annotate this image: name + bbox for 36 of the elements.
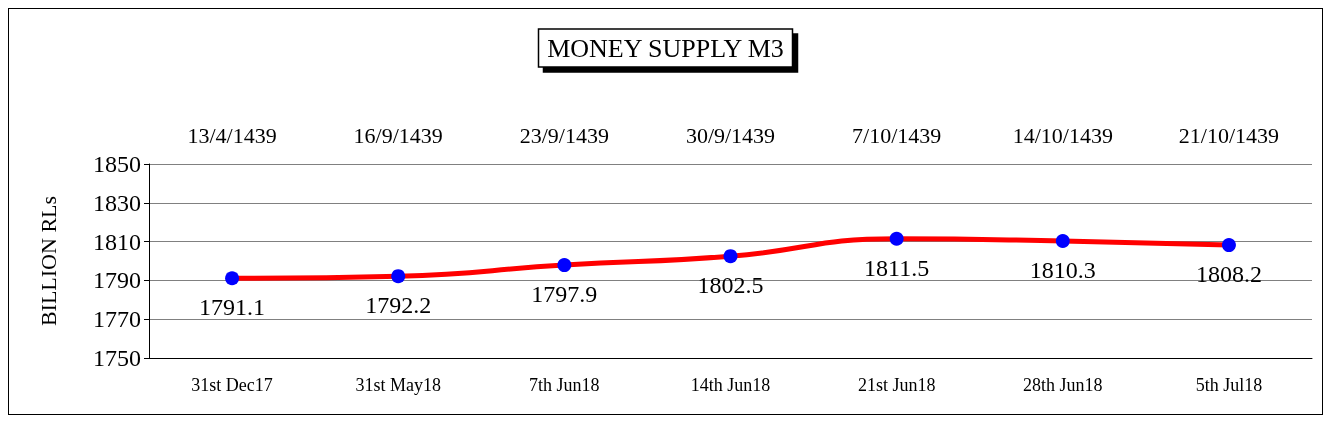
text: 23/9/1439 (519, 122, 609, 148)
text: 30/9/1439 (685, 122, 776, 148)
y-tick-label: 1810 (93, 228, 141, 255)
y-tick-label: 1790 (93, 267, 141, 294)
data-label: 1797.9 (531, 281, 598, 308)
y-tick-label: 1770 (93, 306, 141, 333)
text: 14/10/1439 (1012, 122, 1113, 148)
y-axis-title: BILLION RLs (35, 195, 61, 327)
data-label: 1811.5 (864, 254, 930, 281)
x-tick-label: 31st May18 (355, 375, 441, 395)
x-tick-label: 28th Jun18 (1023, 375, 1103, 395)
point (391, 269, 406, 284)
x-tick-label: 21st Jun18 (857, 375, 936, 395)
x-tick-label: 7th Jun18 (529, 375, 600, 395)
point (723, 249, 738, 264)
data-label: 1802.5 (697, 272, 764, 299)
text: 7/10/1439 (852, 122, 942, 148)
x-tick-label: 5th Jul18 (1195, 375, 1263, 395)
data-label: 1792.2 (365, 292, 432, 319)
data-label: 1808.2 (1195, 261, 1262, 288)
text: 16/9/1439 (353, 122, 443, 148)
point (889, 231, 904, 246)
point (1221, 238, 1236, 253)
point (557, 258, 572, 273)
y-tick-label: 1750 (93, 345, 141, 371)
data-label: 1810.3 (1029, 257, 1096, 284)
text: 21/10/1439 (1178, 122, 1280, 148)
data-label: 1791.1 (199, 294, 266, 321)
chart-title: MONEY SUPPLY M3 (547, 33, 784, 63)
y-tick-label: 1830 (93, 189, 141, 216)
y-tick-label: 1850 (93, 151, 141, 177)
x-tick-label: 14th Jun18 (690, 375, 771, 395)
text: 13/4/1439 (187, 122, 277, 148)
point (225, 271, 240, 286)
point (1055, 234, 1070, 249)
x-tick-label: 31st Dec17 (191, 375, 273, 395)
